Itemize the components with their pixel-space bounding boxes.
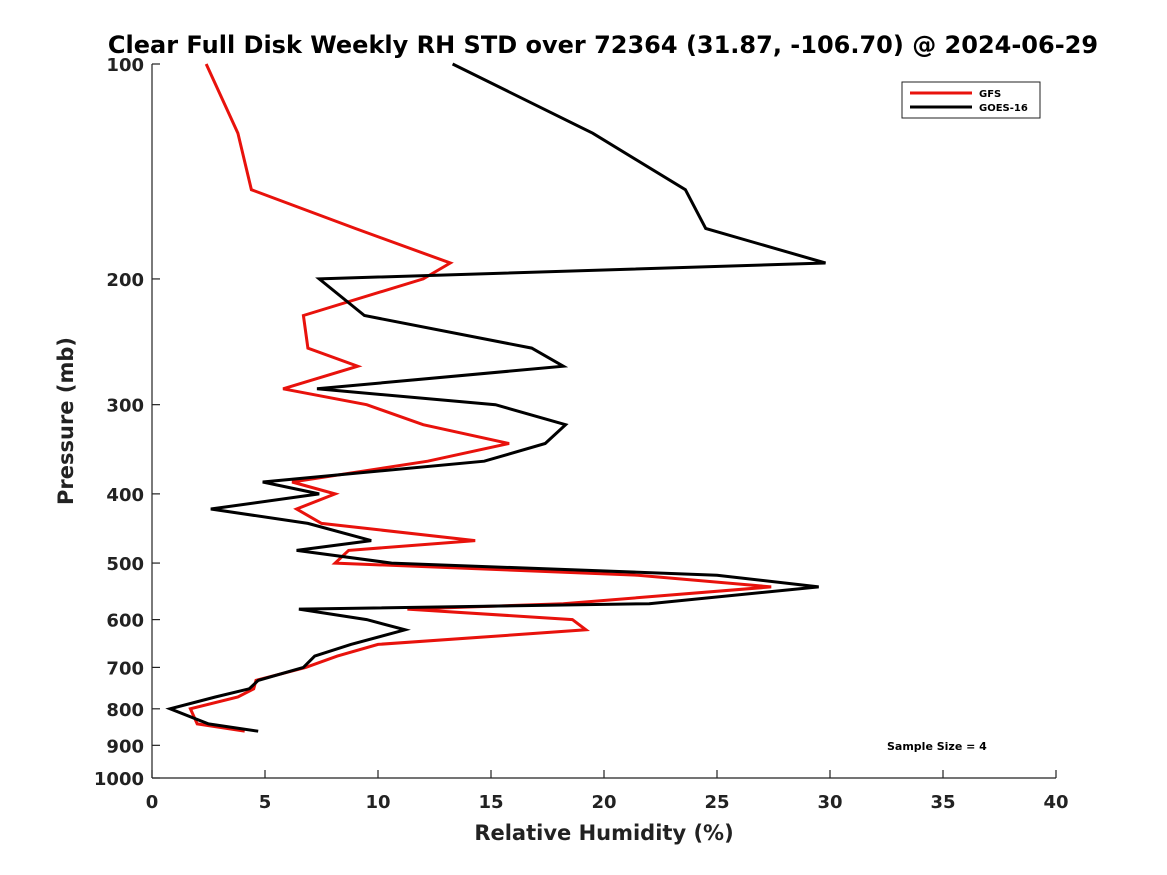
series-line-goes-16 — [165, 62, 826, 733]
x-tick-label: 25 — [704, 792, 729, 813]
x-tick-label: 5 — [259, 792, 272, 813]
x-axis-label: Relative Humidity (%) — [474, 821, 733, 845]
legend-box — [901, 81, 1041, 119]
x-tick-label: 15 — [478, 792, 503, 813]
y-tick-label: 200 — [106, 270, 144, 291]
y-tick-label: 800 — [106, 700, 144, 721]
y-tick-label: 900 — [106, 736, 144, 757]
y-tick-label: 700 — [106, 658, 144, 679]
series-line-gfs — [188, 63, 772, 733]
y-ticks: 100 200 300 400 500 600 700 800 900 1000 — [94, 55, 160, 790]
x-tick-label: 35 — [930, 792, 955, 813]
legend-label: GFS — [979, 89, 1001, 100]
y-tick-label: 600 — [106, 611, 144, 632]
x-tick-label: 20 — [591, 792, 616, 813]
x-tick-label: 0 — [146, 792, 159, 813]
y-tick-label: 400 — [106, 485, 144, 506]
x-ticks: 0 5 10 15 20 25 30 35 40 — [146, 770, 1069, 813]
x-tick-label: 10 — [365, 792, 390, 813]
series-group — [165, 62, 826, 733]
y-tick-label: 300 — [106, 396, 144, 417]
y-tick-label: 500 — [106, 554, 144, 575]
y-tick-label: 100 — [106, 55, 144, 76]
sample-size-annotation: Sample Size = 4 — [887, 740, 987, 753]
legend-label: GOES-16 — [979, 103, 1028, 114]
y-axis-label: Pressure (mb) — [54, 337, 78, 505]
legend: GFS GOES-16 — [901, 81, 1041, 119]
x-tick-label: 40 — [1043, 792, 1068, 813]
x-tick-label: 30 — [817, 792, 842, 813]
y-tick-label: 1000 — [94, 769, 144, 790]
chart-title: Clear Full Disk Weekly RH STD over 72364… — [108, 31, 1098, 59]
legend-entries: GFS GOES-16 — [910, 89, 1028, 114]
